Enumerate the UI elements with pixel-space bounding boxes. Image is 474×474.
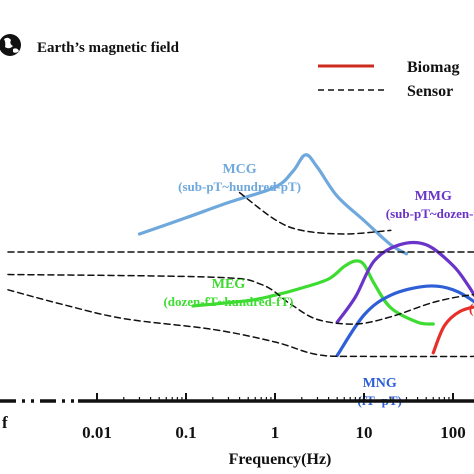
legend-label-sensor: Sensor (407, 83, 453, 100)
series-label-f: (f (469, 302, 474, 317)
sensor-curve-7 (7, 289, 474, 358)
series-mng-line (335, 284, 474, 358)
x-tick-label-10: 10 (356, 423, 373, 442)
series-sublabel-meg: (dozen-fT~hundred-fT) (163, 294, 293, 309)
series-mcg-line (137, 153, 409, 256)
legend-label-biomag: Biomag (407, 59, 459, 76)
series-meg-line (191, 259, 435, 326)
series-label-mcg: MCG (222, 162, 256, 177)
x-tick-label-fragment: f (2, 413, 8, 432)
sensor-curve-6 (7, 273, 474, 325)
series-sublabel-mmg: (sub-pT~dozen-p (386, 206, 474, 221)
x-tick-label-100: 100 (440, 423, 466, 442)
x-tick-label-0.1: 0.1 (175, 423, 196, 442)
legend: Biomag Sensor (318, 59, 459, 100)
x-axis-title: Frequency(Hz) (229, 451, 332, 468)
earth-field-label: Earth’s magnetic field (37, 40, 180, 56)
series-label-meg: MEG (212, 277, 246, 292)
series-label-mng: MNG (363, 376, 397, 391)
x-tick-label-0.01: 0.01 (82, 423, 112, 442)
series-mmg-line (335, 240, 474, 324)
earth-icon (0, 34, 21, 56)
x-tick-label-1: 1 (271, 423, 280, 442)
x-axis: 0.01 0.1 1 10 100 f Frequency(Hz) (0, 393, 474, 468)
series-f-line (431, 305, 474, 355)
series-label-mmg: MMG (415, 189, 452, 204)
sensor-curve-5 (238, 191, 392, 235)
series-sublabel-mcg: (sub-pT~hundred-pT) (178, 179, 301, 194)
